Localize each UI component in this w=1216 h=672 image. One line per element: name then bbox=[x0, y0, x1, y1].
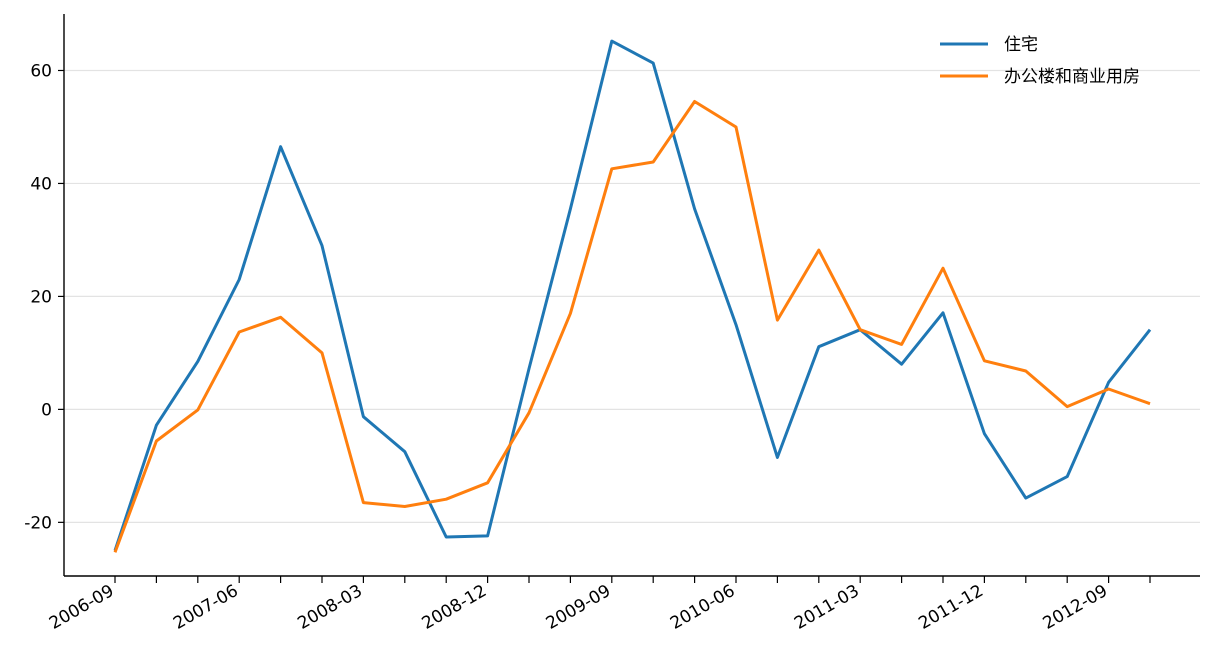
legend-label: 住宅 bbox=[1004, 35, 1038, 55]
x-tick-label: 2011-03 bbox=[791, 581, 863, 634]
axes bbox=[63, 14, 1200, 577]
y-tick-label: 40 bbox=[30, 174, 52, 194]
x-tick-label: 2008-03 bbox=[294, 581, 366, 634]
x-tick-label: 2007-06 bbox=[170, 581, 242, 634]
series-lines bbox=[113, 39, 1152, 553]
x-tick-label: 2009-09 bbox=[543, 581, 615, 634]
grid-lines bbox=[64, 69, 1200, 523]
y-axis-ticks: -20 0 20 40 60 bbox=[24, 61, 64, 533]
y-tick-label: 0 bbox=[41, 400, 52, 420]
x-tick-label: 2006-09 bbox=[46, 581, 118, 634]
x-tick-label: 2008-12 bbox=[419, 581, 491, 634]
series-line-2 bbox=[113, 100, 1151, 553]
x-tick-label: 2011-12 bbox=[915, 581, 987, 634]
legend-label: 办公楼和商业用房 bbox=[1004, 67, 1140, 87]
x-tick-label: 2010-06 bbox=[667, 581, 739, 634]
series-line-1 bbox=[113, 39, 1152, 552]
x-axis-ticks: 2006-09 2007-06 2008-03 2008-12 2009-09 2010-… bbox=[46, 576, 1151, 634]
y-tick-label: 60 bbox=[30, 61, 52, 81]
y-tick-label: -20 bbox=[24, 513, 52, 533]
x-tick-label: 2012-09 bbox=[1040, 581, 1112, 634]
y-tick-label: 20 bbox=[30, 287, 52, 307]
